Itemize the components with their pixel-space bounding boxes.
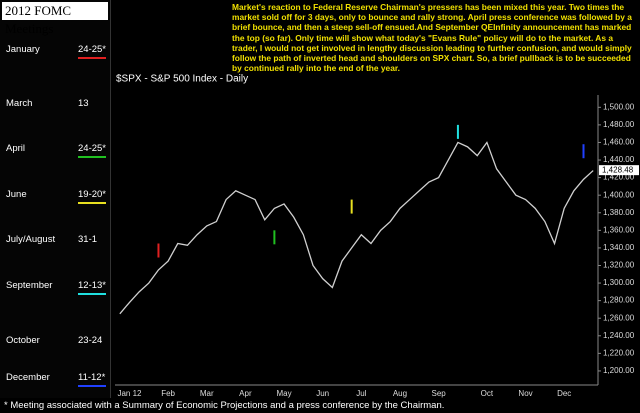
y-tick-label: 1,340.00 <box>603 243 635 252</box>
y-tick-label: 1,200.00 <box>603 366 635 375</box>
y-tick-label: 1,360.00 <box>603 225 635 234</box>
sidebar: 2012 FOMC Meetings January 24-25* March 13 A… <box>0 0 111 398</box>
y-tick-label: 1,400.00 <box>603 190 635 199</box>
y-tick-label: 1,240.00 <box>603 331 635 340</box>
meeting-underline <box>78 385 106 387</box>
chart: $SPX - S&P 500 Index - Daily 1,200.00 1,2… <box>115 74 639 398</box>
y-tick-label: 1,280.00 <box>603 296 635 305</box>
x-tick-label: Sep <box>431 389 446 398</box>
x-tick-label: Jul <box>356 389 366 398</box>
meeting-underline <box>78 293 106 295</box>
x-tick-label: Oct <box>481 389 494 398</box>
meeting-dates: 24-25* <box>78 44 106 55</box>
sidebar-title: 2012 FOMC Meetings <box>2 2 108 36</box>
x-tick-label: Nov <box>518 389 532 398</box>
meeting-dates: 11-12* <box>78 372 106 383</box>
meeting-month: September <box>6 280 53 291</box>
y-tick-label: 1,480.00 <box>603 120 635 129</box>
x-tick-label: Aug <box>393 389 407 398</box>
meeting-dates: 12-13* <box>78 280 106 291</box>
y-tick-label: 1,420.00 <box>603 173 635 182</box>
last-value-box <box>599 165 639 176</box>
x-tick-label: May <box>276 389 291 398</box>
meeting-underline <box>78 57 106 59</box>
meeting-dates: 13 <box>78 98 89 109</box>
meeting-dates: 19-20* <box>78 189 106 200</box>
x-tick-label: Jan 12 <box>117 389 142 398</box>
meeting-dates: 31-1 <box>78 234 98 245</box>
commentary: Market's reaction to Federal Reserve Cha… <box>232 2 632 74</box>
y-tick-label: 1,460.00 <box>603 138 635 147</box>
y-tick-label: 1,220.00 <box>603 348 635 357</box>
meeting-underline <box>78 156 106 158</box>
y-tick-label: 1,260.00 <box>603 313 635 322</box>
meeting-month: March <box>6 98 33 109</box>
x-tick-label: Feb <box>161 389 175 398</box>
y-tick-label: 1,320.00 <box>603 261 635 270</box>
price-line <box>119 141 594 315</box>
meeting-month: April <box>6 143 26 154</box>
meeting-month: June <box>6 189 27 200</box>
y-tick-label: 1,500.00 <box>603 102 635 111</box>
meeting-dates: 23-24 <box>78 335 103 346</box>
footnote: * Meeting associated with a Summary of E… <box>4 400 445 411</box>
x-tick-label: Apr <box>239 389 252 398</box>
last-value-label: 1,428.48 <box>602 165 634 174</box>
y-tick-label: 1,300.00 <box>603 278 635 287</box>
x-tick-label: Mar <box>200 389 214 398</box>
y-tick-label: 1,380.00 <box>603 208 635 217</box>
meeting-month: October <box>6 335 40 346</box>
meeting-dates: 24-25* <box>78 143 106 154</box>
meeting-month: January <box>6 44 40 55</box>
chart-title: $SPX - S&P 500 Index - Daily <box>116 74 248 85</box>
meeting-month: December <box>6 372 50 383</box>
y-tick-label: 1,440.00 <box>603 155 635 164</box>
x-tick-label: Jun <box>316 389 329 398</box>
x-tick-label: Dec <box>557 389 571 398</box>
meeting-month: July/August <box>6 234 56 245</box>
meeting-underline <box>78 202 106 204</box>
